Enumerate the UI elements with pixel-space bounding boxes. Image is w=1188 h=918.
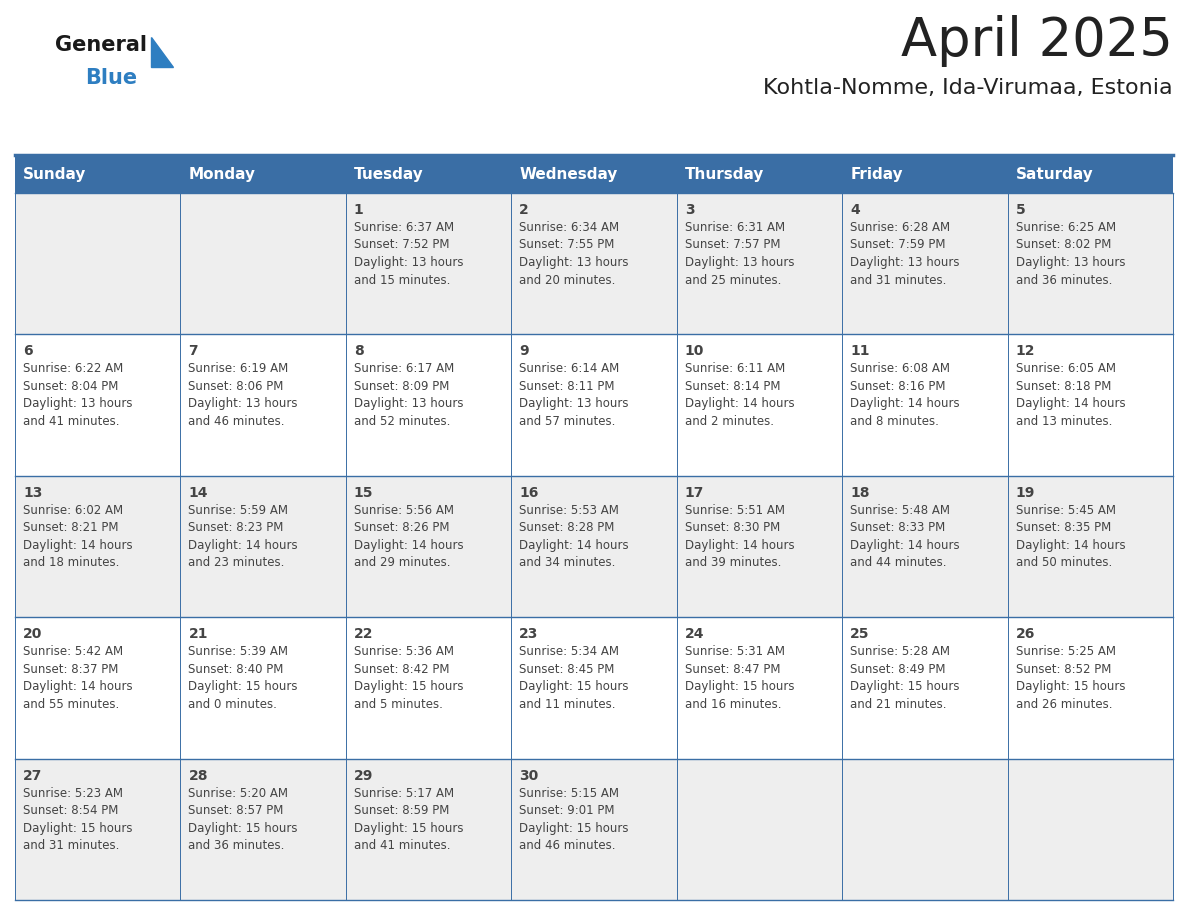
Text: 6: 6 <box>23 344 32 358</box>
Text: Sunrise: 5:53 AM
Sunset: 8:28 PM
Daylight: 14 hours
and 34 minutes.: Sunrise: 5:53 AM Sunset: 8:28 PM Dayligh… <box>519 504 628 569</box>
Text: Sunrise: 6:28 AM
Sunset: 7:59 PM
Daylight: 13 hours
and 31 minutes.: Sunrise: 6:28 AM Sunset: 7:59 PM Dayligh… <box>851 221 960 286</box>
Text: 16: 16 <box>519 486 538 499</box>
Text: 12: 12 <box>1016 344 1035 358</box>
Text: Sunrise: 5:28 AM
Sunset: 8:49 PM
Daylight: 15 hours
and 21 minutes.: Sunrise: 5:28 AM Sunset: 8:49 PM Dayligh… <box>851 645 960 711</box>
Text: Sunrise: 6:14 AM
Sunset: 8:11 PM
Daylight: 13 hours
and 57 minutes.: Sunrise: 6:14 AM Sunset: 8:11 PM Dayligh… <box>519 363 628 428</box>
Text: 21: 21 <box>189 627 208 641</box>
Text: April 2025: April 2025 <box>902 15 1173 67</box>
Text: Sunrise: 6:05 AM
Sunset: 8:18 PM
Daylight: 14 hours
and 13 minutes.: Sunrise: 6:05 AM Sunset: 8:18 PM Dayligh… <box>1016 363 1125 428</box>
Text: Sunrise: 5:39 AM
Sunset: 8:40 PM
Daylight: 15 hours
and 0 minutes.: Sunrise: 5:39 AM Sunset: 8:40 PM Dayligh… <box>189 645 298 711</box>
Text: 28: 28 <box>189 768 208 783</box>
Text: 25: 25 <box>851 627 870 641</box>
Text: 11: 11 <box>851 344 870 358</box>
Text: Sunrise: 6:17 AM
Sunset: 8:09 PM
Daylight: 13 hours
and 52 minutes.: Sunrise: 6:17 AM Sunset: 8:09 PM Dayligh… <box>354 363 463 428</box>
Text: Sunrise: 5:45 AM
Sunset: 8:35 PM
Daylight: 14 hours
and 50 minutes.: Sunrise: 5:45 AM Sunset: 8:35 PM Dayligh… <box>1016 504 1125 569</box>
Text: 13: 13 <box>23 486 43 499</box>
Text: 24: 24 <box>684 627 704 641</box>
Text: Sunrise: 5:48 AM
Sunset: 8:33 PM
Daylight: 14 hours
and 44 minutes.: Sunrise: 5:48 AM Sunset: 8:33 PM Dayligh… <box>851 504 960 569</box>
Text: Sunrise: 5:42 AM
Sunset: 8:37 PM
Daylight: 14 hours
and 55 minutes.: Sunrise: 5:42 AM Sunset: 8:37 PM Dayligh… <box>23 645 133 711</box>
Text: 18: 18 <box>851 486 870 499</box>
Text: Sunrise: 5:36 AM
Sunset: 8:42 PM
Daylight: 15 hours
and 5 minutes.: Sunrise: 5:36 AM Sunset: 8:42 PM Dayligh… <box>354 645 463 711</box>
Text: Friday: Friday <box>851 166 903 182</box>
Text: 4: 4 <box>851 203 860 217</box>
Text: 10: 10 <box>684 344 704 358</box>
Text: Kohtla-Nomme, Ida-Virumaa, Estonia: Kohtla-Nomme, Ida-Virumaa, Estonia <box>764 78 1173 98</box>
Text: 5: 5 <box>1016 203 1025 217</box>
Text: Sunrise: 6:34 AM
Sunset: 7:55 PM
Daylight: 13 hours
and 20 minutes.: Sunrise: 6:34 AM Sunset: 7:55 PM Dayligh… <box>519 221 628 286</box>
Text: Saturday: Saturday <box>1016 166 1093 182</box>
Text: Sunrise: 5:59 AM
Sunset: 8:23 PM
Daylight: 14 hours
and 23 minutes.: Sunrise: 5:59 AM Sunset: 8:23 PM Dayligh… <box>189 504 298 569</box>
Text: 3: 3 <box>684 203 694 217</box>
Text: Sunrise: 6:37 AM
Sunset: 7:52 PM
Daylight: 13 hours
and 15 minutes.: Sunrise: 6:37 AM Sunset: 7:52 PM Dayligh… <box>354 221 463 286</box>
Text: Sunrise: 5:17 AM
Sunset: 8:59 PM
Daylight: 15 hours
and 41 minutes.: Sunrise: 5:17 AM Sunset: 8:59 PM Dayligh… <box>354 787 463 852</box>
Text: 8: 8 <box>354 344 364 358</box>
Text: 23: 23 <box>519 627 538 641</box>
Text: Sunrise: 5:15 AM
Sunset: 9:01 PM
Daylight: 15 hours
and 46 minutes.: Sunrise: 5:15 AM Sunset: 9:01 PM Dayligh… <box>519 787 628 852</box>
Text: Sunrise: 6:22 AM
Sunset: 8:04 PM
Daylight: 13 hours
and 41 minutes.: Sunrise: 6:22 AM Sunset: 8:04 PM Dayligh… <box>23 363 133 428</box>
Polygon shape <box>151 37 173 67</box>
Text: 27: 27 <box>23 768 43 783</box>
Text: 30: 30 <box>519 768 538 783</box>
Text: Monday: Monday <box>189 166 255 182</box>
Text: Blue: Blue <box>86 68 137 88</box>
Text: Sunrise: 6:02 AM
Sunset: 8:21 PM
Daylight: 14 hours
and 18 minutes.: Sunrise: 6:02 AM Sunset: 8:21 PM Dayligh… <box>23 504 133 569</box>
Text: Sunrise: 6:11 AM
Sunset: 8:14 PM
Daylight: 14 hours
and 2 minutes.: Sunrise: 6:11 AM Sunset: 8:14 PM Dayligh… <box>684 363 795 428</box>
Text: Sunrise: 6:08 AM
Sunset: 8:16 PM
Daylight: 14 hours
and 8 minutes.: Sunrise: 6:08 AM Sunset: 8:16 PM Dayligh… <box>851 363 960 428</box>
Text: 26: 26 <box>1016 627 1035 641</box>
Text: Sunrise: 5:56 AM
Sunset: 8:26 PM
Daylight: 14 hours
and 29 minutes.: Sunrise: 5:56 AM Sunset: 8:26 PM Dayligh… <box>354 504 463 569</box>
Text: 17: 17 <box>684 486 704 499</box>
Text: 14: 14 <box>189 486 208 499</box>
Text: Sunrise: 5:20 AM
Sunset: 8:57 PM
Daylight: 15 hours
and 36 minutes.: Sunrise: 5:20 AM Sunset: 8:57 PM Dayligh… <box>189 787 298 852</box>
Text: 22: 22 <box>354 627 373 641</box>
Text: 15: 15 <box>354 486 373 499</box>
Text: Sunday: Sunday <box>23 166 87 182</box>
Text: Wednesday: Wednesday <box>519 166 618 182</box>
Text: General: General <box>55 35 147 55</box>
Bar <box>15 334 1173 476</box>
Text: 1: 1 <box>354 203 364 217</box>
Text: Sunrise: 6:19 AM
Sunset: 8:06 PM
Daylight: 13 hours
and 46 minutes.: Sunrise: 6:19 AM Sunset: 8:06 PM Dayligh… <box>189 363 298 428</box>
Bar <box>15 476 1173 617</box>
Text: Sunrise: 5:51 AM
Sunset: 8:30 PM
Daylight: 14 hours
and 39 minutes.: Sunrise: 5:51 AM Sunset: 8:30 PM Dayligh… <box>684 504 795 569</box>
Bar <box>15 758 1173 900</box>
Text: 7: 7 <box>189 344 198 358</box>
Text: Sunrise: 5:25 AM
Sunset: 8:52 PM
Daylight: 15 hours
and 26 minutes.: Sunrise: 5:25 AM Sunset: 8:52 PM Dayligh… <box>1016 645 1125 711</box>
Bar <box>15 617 1173 758</box>
Text: Sunrise: 5:31 AM
Sunset: 8:47 PM
Daylight: 15 hours
and 16 minutes.: Sunrise: 5:31 AM Sunset: 8:47 PM Dayligh… <box>684 645 795 711</box>
Text: Sunrise: 5:23 AM
Sunset: 8:54 PM
Daylight: 15 hours
and 31 minutes.: Sunrise: 5:23 AM Sunset: 8:54 PM Dayligh… <box>23 787 133 852</box>
Text: 29: 29 <box>354 768 373 783</box>
Text: Tuesday: Tuesday <box>354 166 424 182</box>
Text: 9: 9 <box>519 344 529 358</box>
Bar <box>15 155 1173 193</box>
Text: 2: 2 <box>519 203 529 217</box>
Text: Thursday: Thursday <box>684 166 764 182</box>
Text: Sunrise: 6:25 AM
Sunset: 8:02 PM
Daylight: 13 hours
and 36 minutes.: Sunrise: 6:25 AM Sunset: 8:02 PM Dayligh… <box>1016 221 1125 286</box>
Text: 20: 20 <box>23 627 43 641</box>
Bar <box>15 193 1173 334</box>
Text: 19: 19 <box>1016 486 1035 499</box>
Text: Sunrise: 5:34 AM
Sunset: 8:45 PM
Daylight: 15 hours
and 11 minutes.: Sunrise: 5:34 AM Sunset: 8:45 PM Dayligh… <box>519 645 628 711</box>
Text: Sunrise: 6:31 AM
Sunset: 7:57 PM
Daylight: 13 hours
and 25 minutes.: Sunrise: 6:31 AM Sunset: 7:57 PM Dayligh… <box>684 221 795 286</box>
